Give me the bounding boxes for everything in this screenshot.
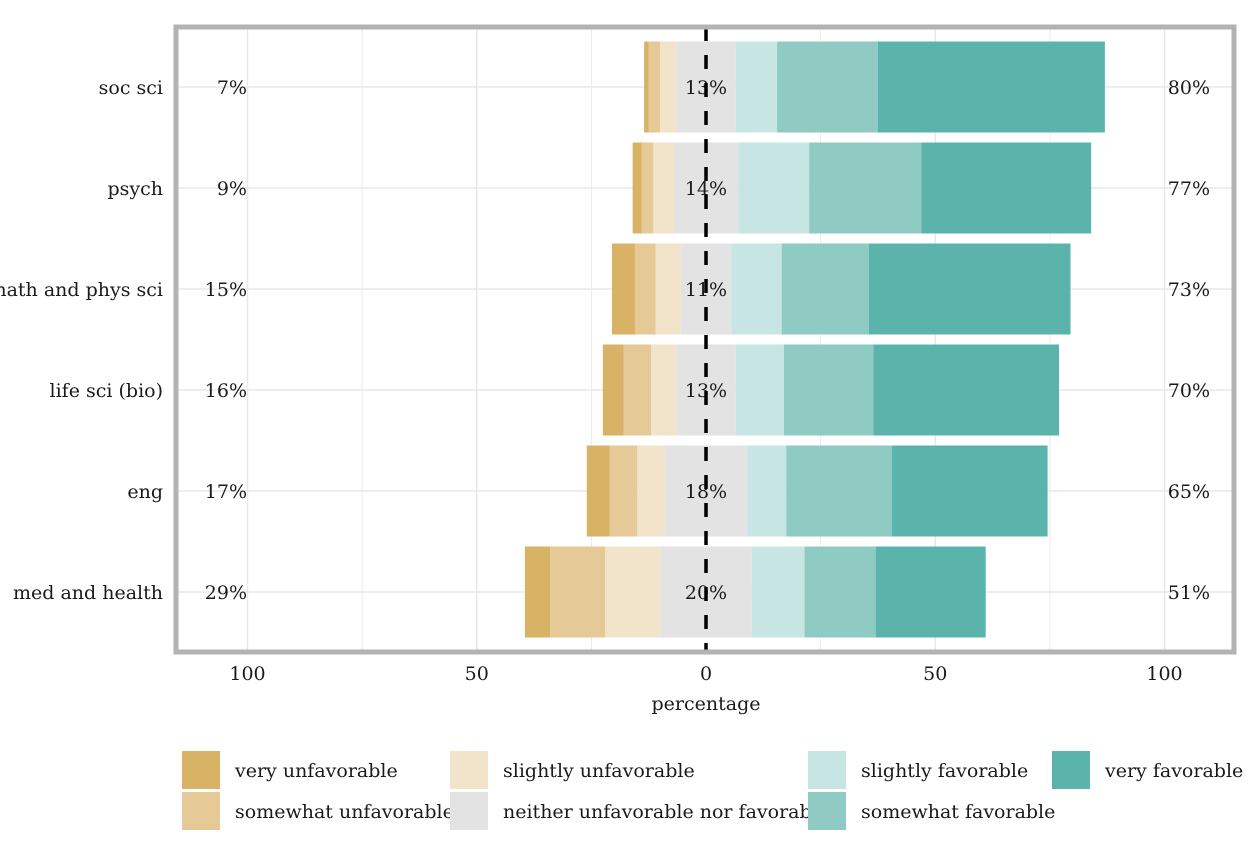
bar-segment-neither <box>673 142 739 234</box>
bar-segment-slightly-favorable <box>747 445 787 537</box>
bar-segment-somewhat-unfavorable <box>641 142 654 234</box>
left-percent-label: 7% <box>217 77 247 99</box>
category-label: psych <box>107 178 163 200</box>
bar-segment-very-favorable <box>921 142 1092 234</box>
bar-segment-very-favorable <box>875 546 986 638</box>
left-percent-label: 15% <box>205 279 247 301</box>
bar-segment-slightly-unfavorable <box>660 41 677 133</box>
legend-label: very unfavorable <box>234 760 398 782</box>
bar-segment-slightly-unfavorable <box>653 142 674 234</box>
panel-border <box>173 24 1237 655</box>
bar-segment-somewhat-favorable <box>783 344 874 436</box>
bar-segment-somewhat-unfavorable <box>648 41 661 133</box>
bar-segment-very-favorable <box>877 41 1105 133</box>
bar-segment-somewhat-unfavorable <box>609 445 638 537</box>
legend-swatch <box>808 751 846 789</box>
bar-segment-slightly-favorable <box>738 142 810 234</box>
bar-segment-slightly-unfavorable <box>605 546 661 638</box>
bar-segment-slightly-favorable <box>731 243 782 335</box>
category-label: eng <box>127 481 163 503</box>
center-percent-label: 18% <box>685 481 727 503</box>
x-tick-label: 50 <box>923 663 947 685</box>
category-label: life sci (bio) <box>50 380 163 402</box>
category-label: soc sci <box>99 77 163 99</box>
bars <box>524 41 1105 638</box>
bar-segment-very-favorable <box>868 243 1071 335</box>
legend-swatch <box>808 792 846 830</box>
right-percent-label: 51% <box>1168 582 1210 604</box>
bar-segment-slightly-favorable <box>735 41 778 133</box>
side-percent-labels: 7% 80% 9% 77% 15% 73% 16% 70% 17% 65% 29% 51% <box>205 77 1210 604</box>
center-percent-label: 14% <box>685 178 727 200</box>
x-tick-labels: 100 50 0 50 100 <box>229 663 1182 685</box>
right-percent-label: 65% <box>1168 481 1210 503</box>
bar-segment-somewhat-unfavorable <box>550 546 606 638</box>
bar-segment-somewhat-favorable <box>804 546 876 638</box>
bar-segment-very-unfavorable <box>586 445 610 537</box>
bar-segment-very-favorable <box>873 344 1060 436</box>
bar-segment-very-unfavorable <box>524 546 551 638</box>
legend-label: slightly favorable <box>861 760 1028 782</box>
bar-segment-very-unfavorable <box>612 243 635 335</box>
bar-segment-very-unfavorable <box>602 344 624 436</box>
bar-segment-very-favorable <box>891 445 1048 537</box>
legend-swatch <box>182 751 220 789</box>
category-labels: soc sci psych math and phys sci life sci (b… <box>0 77 163 604</box>
legend-label: very favorable <box>1104 760 1243 782</box>
bar-segment-slightly-favorable <box>751 546 805 638</box>
legend-label: neither unfavorable nor favorable <box>503 801 829 823</box>
left-percent-label: 16% <box>205 380 247 402</box>
bar-segment-very-unfavorable <box>644 41 649 133</box>
legend-swatch <box>182 792 220 830</box>
right-percent-label: 77% <box>1168 178 1210 200</box>
right-percent-label: 73% <box>1168 279 1210 301</box>
legend-swatch <box>450 792 488 830</box>
bar-segment-somewhat-favorable <box>786 445 892 537</box>
bar-segment-somewhat-unfavorable <box>634 243 656 335</box>
x-axis-title: percentage <box>652 693 761 715</box>
left-percent-label: 17% <box>205 481 247 503</box>
bar-segment-slightly-favorable <box>735 344 784 436</box>
right-percent-label: 70% <box>1168 380 1210 402</box>
x-tick-label: 100 <box>1146 663 1182 685</box>
bar-segment-somewhat-favorable <box>809 142 922 234</box>
bar-segment-very-unfavorable <box>632 142 642 234</box>
x-tick-label: 0 <box>700 663 712 685</box>
bar-segment-slightly-unfavorable <box>650 344 677 436</box>
legend-label: slightly unfavorable <box>503 760 695 782</box>
right-percent-label: 80% <box>1168 77 1210 99</box>
legend: very unfavorable somewhat unfavorable slig… <box>182 751 1243 830</box>
left-percent-label: 29% <box>205 582 247 604</box>
x-tick-label: 100 <box>229 663 265 685</box>
bar-segment-somewhat-unfavorable <box>623 344 651 436</box>
legend-label: somewhat favorable <box>861 801 1055 823</box>
legend-swatch <box>1052 751 1090 789</box>
left-percent-label: 9% <box>217 178 247 200</box>
category-label: med and health <box>13 582 163 604</box>
legend-swatch <box>450 751 488 789</box>
bar-segment-slightly-unfavorable <box>655 243 681 335</box>
bar-segment-slightly-unfavorable <box>637 445 665 537</box>
bar-segment-somewhat-favorable <box>777 41 878 133</box>
category-label: math and phys sci <box>0 279 163 301</box>
bar-segment-somewhat-favorable <box>781 243 869 335</box>
legend-label: somewhat unfavorable <box>235 801 454 823</box>
x-tick-label: 50 <box>465 663 489 685</box>
